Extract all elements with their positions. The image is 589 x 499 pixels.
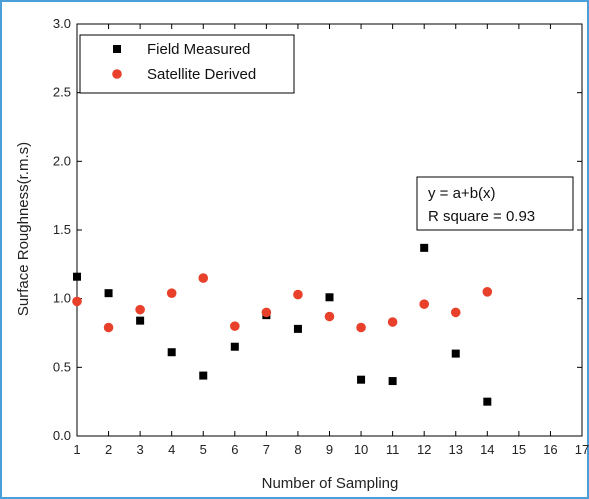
x-tick-label: 6 <box>231 442 238 457</box>
x-tick-label: 16 <box>543 442 557 457</box>
field-measured-point <box>357 375 366 384</box>
legend-marker-field-measured <box>113 45 121 53</box>
satellite-derived-point <box>166 288 177 298</box>
annotation-r-square: R square = 0.93 <box>428 208 535 225</box>
satellite-derived-point <box>135 304 145 315</box>
y-tick-label: 0.5 <box>53 359 71 374</box>
x-tick-label: 5 <box>200 442 207 457</box>
satellite-derived-point <box>324 311 335 322</box>
x-tick-label: 10 <box>354 442 368 457</box>
satellite-derived-point <box>261 307 272 318</box>
annotation-equation: y = a+b(x) <box>428 185 496 202</box>
field-measured-point <box>293 324 302 333</box>
field-measured-point <box>420 243 429 252</box>
field-measured-point <box>325 293 334 302</box>
x-tick-label: 17 <box>575 442 589 457</box>
field-measured-point <box>73 272 81 281</box>
legend-box <box>79 34 295 94</box>
x-tick-label: 13 <box>449 442 463 457</box>
field-measured-point <box>230 342 239 351</box>
data-marks <box>72 243 493 406</box>
satellite-derived-point <box>103 322 114 333</box>
satellite-derived-point <box>419 299 429 309</box>
satellite-derived-point <box>482 287 493 297</box>
x-tick-label: 11 <box>386 442 400 457</box>
y-tick-label: 2.0 <box>53 153 71 168</box>
x-tick-label: 7 <box>263 442 270 457</box>
legend: Field Measured Satellite Derived <box>79 34 295 94</box>
legend-marker-satellite-derived <box>112 69 122 79</box>
satellite-derived-point <box>293 289 303 300</box>
x-tick-label: 14 <box>480 442 494 457</box>
x-tick-label: 1 <box>73 442 80 457</box>
satellite-derived-point <box>387 317 398 327</box>
x-tick-label: 15 <box>512 442 526 457</box>
y-tick-label: 2.5 <box>53 85 71 100</box>
satellite-derived-point <box>72 296 82 307</box>
satellite-derived-point <box>356 322 366 333</box>
x-tick-label: 4 <box>168 442 175 457</box>
y-tick-label: 1.5 <box>53 222 71 237</box>
y-tick-label: 0.0 <box>53 428 71 443</box>
annotation-box <box>416 176 574 231</box>
x-tick-label: 8 <box>294 442 301 457</box>
regression-annotation: y = a+b(x) R square = 0.93 <box>416 176 574 231</box>
satellite-derived-point <box>450 307 461 318</box>
field-measured-point <box>388 377 397 386</box>
legend-label-satellite-derived: Satellite Derived <box>147 66 256 83</box>
y-axis-label: Surface Roughness(r.m.s) <box>15 142 32 316</box>
y-tick-label: 1.0 <box>53 291 71 306</box>
field-measured-point <box>136 316 145 325</box>
x-axis-label: Number of Sampling <box>262 475 399 492</box>
x-axis: 1 2 3 4 5 6 7 8 9 10 11 12 13 14 15 16 17 <box>73 24 589 457</box>
x-tick-label: 2 <box>105 442 112 457</box>
satellite-derived-point <box>198 273 209 283</box>
field-measured-point <box>104 289 113 298</box>
y-tick-label: 3.0 <box>53 16 71 31</box>
y-axis: 0.0 0.5 1.0 1.5 2.0 2.5 3.0 <box>53 16 582 443</box>
x-tick-label: 12 <box>417 442 431 457</box>
x-tick-label: 9 <box>326 442 333 457</box>
x-tick-label: 3 <box>137 442 144 457</box>
field-measured-point <box>199 371 208 380</box>
satellite-derived-point <box>230 321 240 331</box>
legend-label-field-measured: Field Measured <box>147 41 250 58</box>
field-measured-point <box>451 349 460 358</box>
field-measured-point <box>483 397 492 406</box>
field-measured-point <box>167 348 176 357</box>
